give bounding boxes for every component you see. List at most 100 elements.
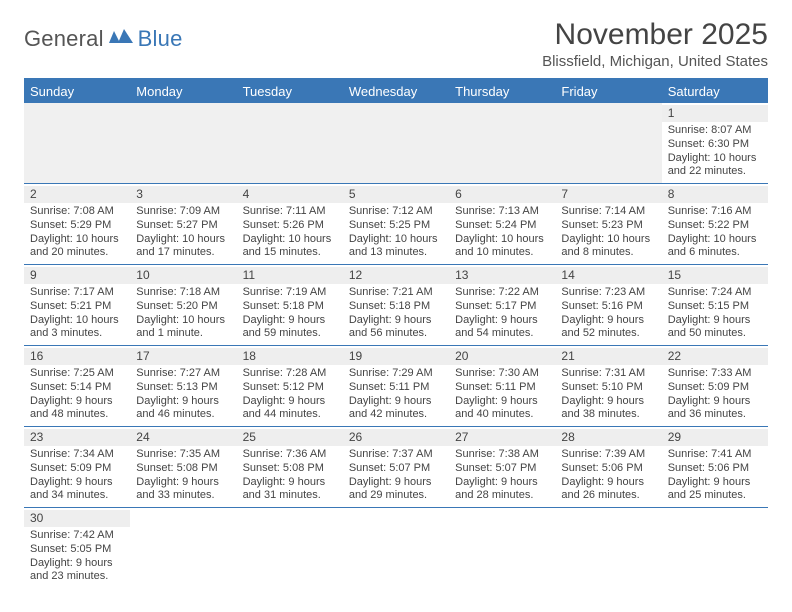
sunrise-text: Sunrise: 7:11 AM [243, 205, 337, 219]
calendar-day: 22Sunrise: 7:33 AMSunset: 5:09 PMDayligh… [662, 346, 768, 427]
calendar-day: 20Sunrise: 7:30 AMSunset: 5:11 PMDayligh… [449, 346, 555, 427]
day-number: 22 [662, 348, 768, 365]
sunrise-text: Sunrise: 8:07 AM [668, 124, 762, 138]
calendar-week: 30Sunrise: 7:42 AMSunset: 5:05 PMDayligh… [24, 508, 768, 589]
sunrise-text: Sunrise: 7:31 AM [561, 367, 655, 381]
calendar-day: 25Sunrise: 7:36 AMSunset: 5:08 PMDayligh… [237, 427, 343, 508]
weekday-header: Friday [555, 79, 661, 103]
day-number: 18 [237, 348, 343, 365]
calendar-day: 27Sunrise: 7:38 AMSunset: 5:07 PMDayligh… [449, 427, 555, 508]
day-number: 2 [24, 186, 130, 203]
calendar-day: 23Sunrise: 7:34 AMSunset: 5:09 PMDayligh… [24, 427, 130, 508]
day-number: 12 [343, 267, 449, 284]
calendar-day: 29Sunrise: 7:41 AMSunset: 5:06 PMDayligh… [662, 427, 768, 508]
weekday-header: Wednesday [343, 79, 449, 103]
day-number: 7 [555, 186, 661, 203]
daylight-text: Daylight: 10 hours and 8 minutes. [561, 233, 655, 261]
day-number: 27 [449, 429, 555, 446]
sunset-text: Sunset: 5:27 PM [136, 219, 230, 233]
daylight-text: Daylight: 9 hours and 26 minutes. [561, 476, 655, 504]
calendar-week: 9Sunrise: 7:17 AMSunset: 5:21 PMDaylight… [24, 265, 768, 346]
daylight-text: Daylight: 9 hours and 59 minutes. [243, 314, 337, 342]
day-number: 16 [24, 348, 130, 365]
calendar-empty [449, 103, 555, 184]
month-title: November 2025 [542, 18, 768, 51]
daylight-text: Daylight: 9 hours and 33 minutes. [136, 476, 230, 504]
sunset-text: Sunset: 5:05 PM [30, 543, 124, 557]
calendar-day: 11Sunrise: 7:19 AMSunset: 5:18 PMDayligh… [237, 265, 343, 346]
calendar-day: 24Sunrise: 7:35 AMSunset: 5:08 PMDayligh… [130, 427, 236, 508]
calendar-empty [555, 103, 661, 184]
daylight-text: Daylight: 9 hours and 44 minutes. [243, 395, 337, 423]
calendar-day: 12Sunrise: 7:21 AMSunset: 5:18 PMDayligh… [343, 265, 449, 346]
sunrise-text: Sunrise: 7:09 AM [136, 205, 230, 219]
calendar-day: 10Sunrise: 7:18 AMSunset: 5:20 PMDayligh… [130, 265, 236, 346]
brand-word-2: Blue [138, 26, 183, 52]
sunset-text: Sunset: 5:29 PM [30, 219, 124, 233]
calendar-day: 2Sunrise: 7:08 AMSunset: 5:29 PMDaylight… [24, 184, 130, 265]
weekday-header: Sunday [24, 79, 130, 103]
sunrise-text: Sunrise: 7:16 AM [668, 205, 762, 219]
sunset-text: Sunset: 5:24 PM [455, 219, 549, 233]
sunset-text: Sunset: 5:09 PM [30, 462, 124, 476]
day-number: 14 [555, 267, 661, 284]
day-number: 28 [555, 429, 661, 446]
calendar-day: 5Sunrise: 7:12 AMSunset: 5:25 PMDaylight… [343, 184, 449, 265]
sunrise-text: Sunrise: 7:30 AM [455, 367, 549, 381]
daylight-text: Daylight: 9 hours and 29 minutes. [349, 476, 443, 504]
sunrise-text: Sunrise: 7:39 AM [561, 448, 655, 462]
calendar-day: 9Sunrise: 7:17 AMSunset: 5:21 PMDaylight… [24, 265, 130, 346]
calendar-day: 6Sunrise: 7:13 AMSunset: 5:24 PMDaylight… [449, 184, 555, 265]
sunrise-text: Sunrise: 7:29 AM [349, 367, 443, 381]
calendar-empty [555, 508, 661, 589]
daylight-text: Daylight: 9 hours and 46 minutes. [136, 395, 230, 423]
calendar-empty [343, 508, 449, 589]
sunset-text: Sunset: 5:07 PM [349, 462, 443, 476]
day-number: 9 [24, 267, 130, 284]
calendar-empty [662, 508, 768, 589]
sunrise-text: Sunrise: 7:28 AM [243, 367, 337, 381]
calendar-empty [237, 103, 343, 184]
day-number: 25 [237, 429, 343, 446]
sunset-text: Sunset: 5:08 PM [136, 462, 230, 476]
sunset-text: Sunset: 5:16 PM [561, 300, 655, 314]
calendar-day: 26Sunrise: 7:37 AMSunset: 5:07 PMDayligh… [343, 427, 449, 508]
calendar-day: 28Sunrise: 7:39 AMSunset: 5:06 PMDayligh… [555, 427, 661, 508]
day-number: 8 [662, 186, 768, 203]
calendar-empty [449, 508, 555, 589]
sunrise-text: Sunrise: 7:24 AM [668, 286, 762, 300]
weekday-header: Saturday [662, 79, 768, 103]
calendar-page: General Blue November 2025 Blissfield, M… [0, 0, 792, 612]
calendar-day: 4Sunrise: 7:11 AMSunset: 5:26 PMDaylight… [237, 184, 343, 265]
daylight-text: Daylight: 10 hours and 3 minutes. [30, 314, 124, 342]
calendar-day: 3Sunrise: 7:09 AMSunset: 5:27 PMDaylight… [130, 184, 236, 265]
brand-logo: General Blue [24, 26, 183, 52]
sunset-text: Sunset: 5:12 PM [243, 381, 337, 395]
sunrise-text: Sunrise: 7:21 AM [349, 286, 443, 300]
daylight-text: Daylight: 9 hours and 56 minutes. [349, 314, 443, 342]
daylight-text: Daylight: 9 hours and 34 minutes. [30, 476, 124, 504]
calendar-day: 8Sunrise: 7:16 AMSunset: 5:22 PMDaylight… [662, 184, 768, 265]
daylight-text: Daylight: 9 hours and 52 minutes. [561, 314, 655, 342]
daylight-text: Daylight: 9 hours and 36 minutes. [668, 395, 762, 423]
calendar-day: 21Sunrise: 7:31 AMSunset: 5:10 PMDayligh… [555, 346, 661, 427]
sunrise-text: Sunrise: 7:27 AM [136, 367, 230, 381]
weekday-header: Monday [130, 79, 236, 103]
sunrise-text: Sunrise: 7:34 AM [30, 448, 124, 462]
daylight-text: Daylight: 9 hours and 42 minutes. [349, 395, 443, 423]
sunset-text: Sunset: 5:08 PM [243, 462, 337, 476]
calendar-week: 16Sunrise: 7:25 AMSunset: 5:14 PMDayligh… [24, 346, 768, 427]
calendar-day: 1Sunrise: 8:07 AMSunset: 6:30 PMDaylight… [662, 103, 768, 184]
sunset-text: Sunset: 6:30 PM [668, 138, 762, 152]
sunset-text: Sunset: 5:09 PM [668, 381, 762, 395]
sunrise-text: Sunrise: 7:35 AM [136, 448, 230, 462]
sunset-text: Sunset: 5:06 PM [668, 462, 762, 476]
sunset-text: Sunset: 5:10 PM [561, 381, 655, 395]
sunrise-text: Sunrise: 7:18 AM [136, 286, 230, 300]
sunrise-text: Sunrise: 7:37 AM [349, 448, 443, 462]
sunrise-text: Sunrise: 7:08 AM [30, 205, 124, 219]
sunset-text: Sunset: 5:11 PM [349, 381, 443, 395]
daylight-text: Daylight: 9 hours and 28 minutes. [455, 476, 549, 504]
calendar-day: 13Sunrise: 7:22 AMSunset: 5:17 PMDayligh… [449, 265, 555, 346]
calendar-empty [237, 508, 343, 589]
